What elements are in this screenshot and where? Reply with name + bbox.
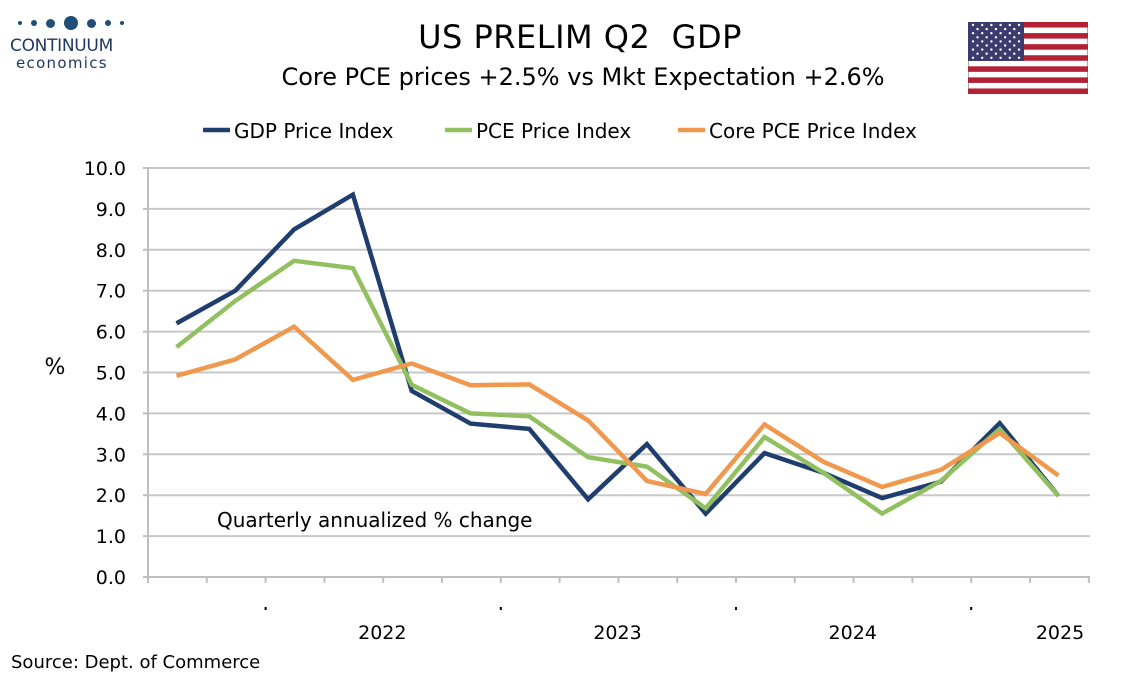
series-line-core-pce-price-index [175, 323, 1060, 497]
year-separator [970, 607, 973, 610]
source-note: Source: Dept. of Commerce [11, 652, 261, 673]
x-year-label: 2025 [1036, 622, 1084, 644]
logo-dots [10, 12, 135, 34]
x-year-label: 2022 [358, 622, 406, 644]
y-axis-label: % [45, 355, 66, 380]
x-year-label: 2024 [829, 622, 877, 644]
y-tick-label: 7.0 [96, 281, 126, 303]
year-separator [499, 607, 502, 610]
y-tick-label: 4.0 [96, 403, 126, 425]
page-title: US PRELIM Q2 GDP [418, 18, 742, 56]
y-tick-label: 8.0 [96, 240, 126, 262]
y-tick-label: 1.0 [96, 526, 126, 548]
y-tick-label: 6.0 [96, 322, 126, 344]
gridlines [148, 167, 1090, 538]
us-flag-icon [968, 22, 1088, 94]
y-tick-label: 3.0 [96, 444, 126, 466]
series-lines [175, 191, 1061, 517]
line-chart: 0.0 1.0 2.0 3.0 4.0 5.0 6.0 7.0 8.0 9.0 10.0 2022 20… [45, 119, 1090, 644]
y-tick-label: 9.0 [96, 199, 126, 221]
axes: 0.0 1.0 2.0 3.0 4.0 5.0 6.0 7.0 8.0 9.0 10.0 2022 20… [84, 158, 1090, 644]
legend-label: PCE Price Index [476, 119, 631, 143]
y-tick-label: 5.0 [96, 363, 126, 385]
year-separator [264, 607, 267, 610]
x-year-label: 2023 [593, 622, 641, 644]
series-line-gdp-price-index [175, 191, 1061, 517]
continuum-logo: CONTINUUM economics [10, 12, 135, 72]
series-line-pce-price-index [175, 258, 1061, 517]
chart-annotation: Quarterly annualized % change [217, 508, 533, 532]
y-tick-label: 10.0 [84, 158, 126, 180]
y-tick-label: 2.0 [96, 485, 126, 507]
year-separator [735, 607, 737, 610]
y-tick-label: 0.0 [96, 567, 126, 589]
logo-tagline: economics [16, 54, 108, 72]
legend-label: GDP Price Index [234, 119, 394, 143]
page-subtitle: Core PCE prices +2.5% vs Mkt Expectation… [281, 63, 885, 91]
legend: GDP Price Index PCE Price Index Core PCE P… [203, 119, 917, 143]
logo-name: CONTINUUM [10, 36, 113, 56]
legend-label: Core PCE Price Index [709, 119, 917, 143]
